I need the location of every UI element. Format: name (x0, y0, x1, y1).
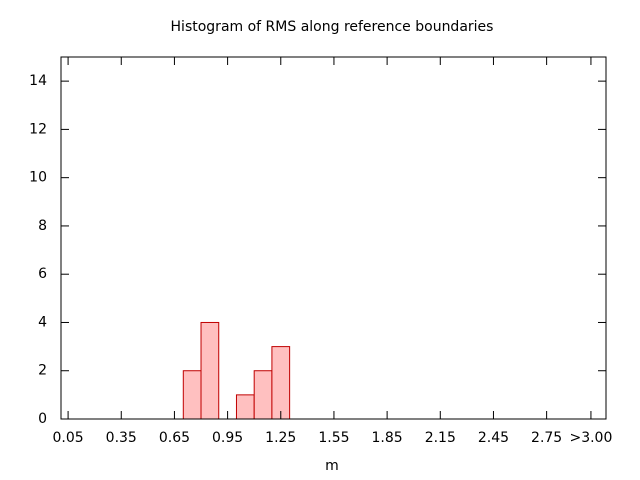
y-tick-label: 2 (38, 363, 47, 379)
y-tick-label: 0 (38, 411, 47, 427)
x-tick-label: 0.05 (53, 430, 84, 446)
x-axis-label: m (325, 458, 339, 474)
bar (271, 346, 291, 420)
bar (235, 394, 255, 420)
bar (253, 370, 273, 420)
x-tick-label: 0.35 (106, 430, 137, 446)
y-tick-label: 10 (29, 170, 47, 186)
y-tick-label: 6 (38, 266, 47, 282)
x-tick-label: 2.15 (425, 430, 456, 446)
x-tick-label: 0.65 (159, 430, 190, 446)
bar (200, 321, 220, 420)
y-tick-label: 14 (29, 73, 47, 89)
x-tick-label: 2.75 (531, 430, 562, 446)
y-tick-label: 12 (29, 121, 47, 137)
bar (182, 370, 202, 420)
x-tick-label: 1.85 (372, 430, 403, 446)
y-tick-label: 4 (38, 314, 47, 330)
plot-border (60, 56, 607, 420)
x-tick-label: 0.95 (212, 430, 243, 446)
y-tick-label: 8 (38, 218, 47, 234)
x-tick-label: 1.55 (318, 430, 349, 446)
x-tick-label: 2.45 (478, 430, 509, 446)
x-tick-label: 1.25 (265, 430, 296, 446)
chart-title: Histogram of RMS along reference boundar… (171, 19, 494, 35)
x-tick-label: >3.00 (569, 430, 612, 446)
